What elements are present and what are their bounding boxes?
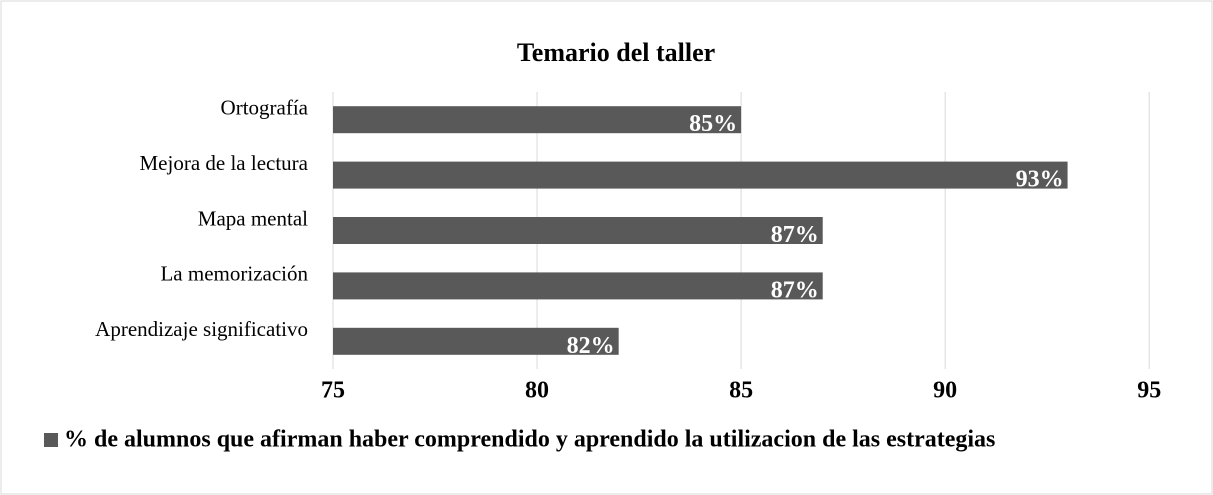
x-tick-label: 90 (933, 378, 957, 404)
legend-swatch (44, 433, 58, 447)
y-tick-label: Aprendizaje significativo (95, 317, 308, 341)
x-tick-label: 95 (1137, 378, 1161, 404)
value-label: 93% (1016, 167, 1064, 193)
value-label: 82% (567, 333, 615, 359)
value-label: 85% (689, 111, 737, 137)
bar (333, 106, 742, 134)
x-tick-label: 85 (729, 378, 753, 404)
bar (333, 161, 1068, 189)
x-tick-label: 80 (525, 378, 549, 404)
value-label: 87% (771, 222, 819, 248)
bar (333, 327, 619, 355)
y-tick-label: Mejora de la lectura (140, 151, 309, 175)
bar (333, 272, 823, 300)
legend-label: % de alumnos que afirman haber comprendi… (64, 427, 995, 453)
bar (333, 217, 823, 244)
y-tick-label: La memorización (160, 262, 308, 286)
x-tick-label: 75 (321, 378, 345, 404)
y-tick-label: Ortografía (221, 96, 309, 120)
y-tick-label: Mapa mental (198, 206, 308, 230)
chart-title: Temario del taller (517, 38, 715, 67)
value-label: 87% (771, 277, 819, 303)
